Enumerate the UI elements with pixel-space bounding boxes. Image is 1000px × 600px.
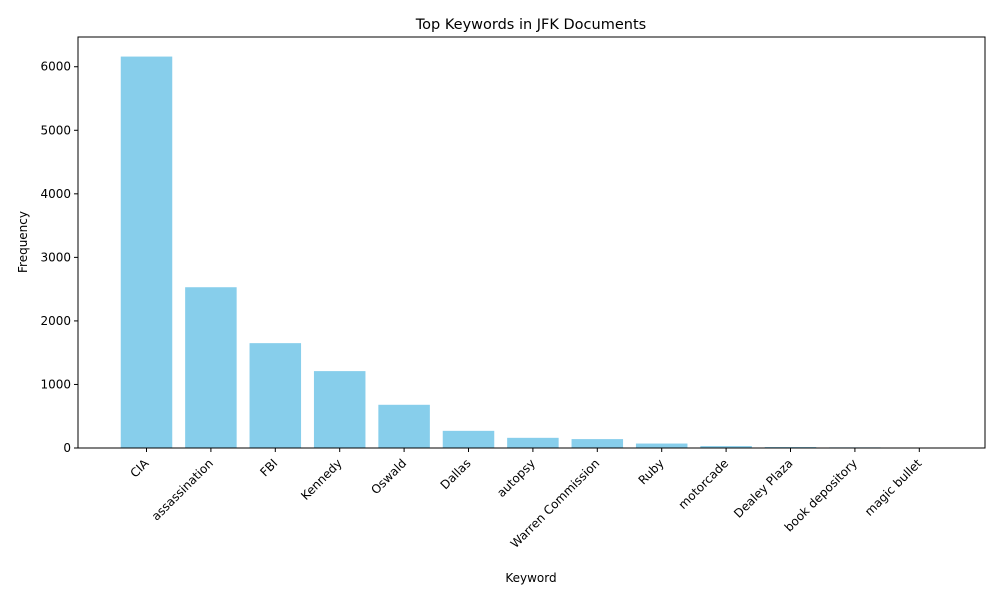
bars-group xyxy=(120,56,946,448)
x-tick-label: motorcade xyxy=(676,456,732,512)
x-tick-label: Dallas xyxy=(438,456,474,492)
bar-warren-commission xyxy=(571,439,624,448)
x-tick-label: assassination xyxy=(149,456,216,523)
bar-dallas xyxy=(442,430,495,448)
y-axis-ticks: 0 1000 2000 3000 4000 5000 6000 xyxy=(40,60,78,455)
y-axis-title: Frequency xyxy=(16,211,30,273)
y-tick-label: 3000 xyxy=(40,250,71,264)
x-tick-label: Oswald xyxy=(368,456,409,497)
y-tick-label: 2000 xyxy=(40,314,71,328)
chart-title: Top Keywords in JFK Documents xyxy=(415,17,646,33)
x-tick-label: magic bullet xyxy=(862,456,925,519)
y-tick-label: 6000 xyxy=(40,60,71,74)
x-tick-label: Ruby xyxy=(636,456,667,487)
bar-cia xyxy=(120,56,173,448)
bar-kennedy xyxy=(313,371,366,448)
y-tick-label: 0 xyxy=(63,441,71,455)
bar-oswald xyxy=(378,404,430,448)
y-tick-label: 5000 xyxy=(40,123,71,137)
bar-autopsy xyxy=(507,437,559,448)
y-tick-label: 4000 xyxy=(40,187,71,201)
x-tick-label: FBI xyxy=(257,456,280,479)
x-tick-label: autopsy xyxy=(494,456,538,500)
x-tick-label: Kennedy xyxy=(298,456,345,503)
x-tick-label: CIA xyxy=(127,456,152,481)
bar-fbi xyxy=(249,343,302,448)
x-tick-label: Dealey Plaza xyxy=(731,456,795,520)
plot-frame xyxy=(77,36,986,449)
x-axis-title: Keyword xyxy=(505,571,556,585)
bar-assassination xyxy=(185,287,237,448)
bar-ruby xyxy=(635,443,688,448)
y-tick-label: 1000 xyxy=(40,377,71,391)
bar-motorcade xyxy=(700,446,752,448)
